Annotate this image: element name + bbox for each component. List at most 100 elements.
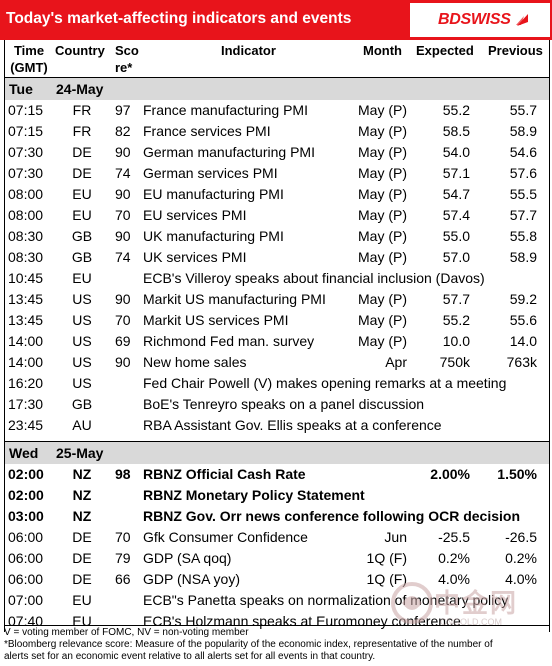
cell-indicator: German services PMI bbox=[143, 165, 278, 181]
indicator-table: Time (GMT) Country Sco re* Indicator Month… bbox=[4, 40, 550, 632]
cell-indicator: Markit US manufacturing PMI bbox=[143, 291, 326, 307]
cell-time: 08:00 bbox=[8, 207, 44, 223]
table-row: 07:30 DE 74 German services PMI May (P) 57.1 5… bbox=[5, 163, 549, 184]
cell-indicator: GDP (NSA yoy) bbox=[143, 571, 240, 587]
cell-time: 08:00 bbox=[8, 186, 44, 202]
cell-country: EU bbox=[72, 207, 92, 223]
footnote-line: V = voting member of FOMC, NV = non-voti… bbox=[4, 627, 249, 638]
cell-expected: 54.7 bbox=[442, 186, 470, 202]
cell-country: DE bbox=[72, 144, 92, 160]
cell-previous: 1.50% bbox=[497, 466, 537, 482]
cell-country: EU bbox=[72, 186, 92, 202]
cell-time: 07:30 bbox=[8, 165, 44, 181]
cell-previous: 55.7 bbox=[509, 102, 537, 118]
cell-indicator: RBNZ Gov. Orr news conference following … bbox=[143, 508, 521, 524]
cell-month: May (P) bbox=[358, 312, 407, 328]
cell-indicator: RBNZ Monetary Policy Statement bbox=[143, 487, 365, 503]
cell-time: 17:30 bbox=[8, 396, 44, 412]
cell-score: 90 bbox=[115, 144, 131, 160]
table-row: 02:00 NZ 98 RBNZ Official Cash Rate 2.00% 1.5… bbox=[5, 464, 549, 485]
cell-time: 23:45 bbox=[8, 417, 44, 433]
cell-time: 06:00 bbox=[8, 550, 44, 566]
cell-country: DE bbox=[72, 165, 92, 181]
cell-time: 10:45 bbox=[8, 270, 44, 286]
table-row: 06:00 DE 66 GDP (NSA yoy) 1Q (F) 4.0% 4.0% bbox=[5, 569, 549, 590]
cell-time: 07:30 bbox=[8, 144, 44, 160]
cell-score: 90 bbox=[115, 228, 131, 244]
cell-country: US bbox=[72, 354, 92, 370]
cell-indicator: New home sales bbox=[143, 354, 247, 370]
day-date: 24-May bbox=[56, 81, 104, 97]
cell-country: NZ bbox=[72, 508, 92, 524]
cell-country: NZ bbox=[72, 466, 92, 482]
cell-previous: 58.9 bbox=[509, 249, 537, 265]
cell-expected: 750k bbox=[439, 354, 470, 370]
cell-country: NZ bbox=[72, 487, 92, 503]
table-row: 14:00 US 90 New home sales Apr 750k 763k bbox=[5, 352, 549, 373]
cell-score: 74 bbox=[115, 165, 131, 181]
cell-score: 74 bbox=[115, 249, 131, 265]
table-row: 07:15 FR 97 France manufacturing PMI May (P)… bbox=[5, 100, 549, 121]
cell-previous: 58.9 bbox=[509, 123, 537, 139]
cell-time: 16:20 bbox=[8, 375, 44, 391]
cell-previous: 54.6 bbox=[509, 144, 537, 160]
cell-country: AU bbox=[72, 417, 92, 433]
cell-month: May (P) bbox=[358, 165, 407, 181]
day-header: Wed 25-May bbox=[5, 442, 549, 464]
table-row: 13:45 US 90 Markit US manufacturing PMI May … bbox=[5, 289, 549, 310]
cell-month: May (P) bbox=[358, 102, 407, 118]
cell-previous: 55.6 bbox=[509, 312, 537, 328]
col-indicator: Indicator bbox=[221, 43, 276, 58]
cell-country: EU bbox=[72, 270, 92, 286]
cell-indicator: UK manufacturing PMI bbox=[143, 228, 284, 244]
cell-indicator: ECB"s Panetta speaks on normalization of… bbox=[143, 592, 509, 608]
table-row: 07:00 EU ECB"s Panetta speaks on normaliza… bbox=[5, 590, 549, 611]
cell-time: 13:45 bbox=[8, 291, 44, 307]
page-title: Today's market-affecting indicators and … bbox=[6, 10, 352, 27]
cell-month: May (P) bbox=[358, 333, 407, 349]
cell-indicator: German manufacturing PMI bbox=[143, 144, 315, 160]
cell-country: DE bbox=[72, 571, 92, 587]
cell-expected: 57.1 bbox=[442, 165, 470, 181]
cell-expected: 55.2 bbox=[442, 102, 470, 118]
cell-previous: 59.2 bbox=[509, 291, 537, 307]
cell-previous: 0.2% bbox=[505, 550, 537, 566]
brand-logo: BDSWISS bbox=[410, 3, 550, 37]
cell-indicator: Richmond Fed man. survey bbox=[143, 333, 315, 349]
cell-previous: 763k bbox=[506, 354, 537, 370]
logo-text: BDSWISS bbox=[438, 11, 511, 28]
cell-month: May (P) bbox=[358, 186, 407, 202]
cell-expected: 4.0% bbox=[438, 571, 470, 587]
report-header: Today's market-affecting indicators and … bbox=[0, 0, 552, 40]
cell-previous: 55.8 bbox=[509, 228, 537, 244]
table-row: 17:30 GB BoE's Tenreyro speaks on a panel … bbox=[5, 394, 549, 415]
col-country: Country bbox=[55, 43, 105, 58]
cell-indicator: France manufacturing PMI bbox=[143, 102, 308, 118]
cell-indicator: ECB's Villeroy speaks about financial in… bbox=[143, 270, 485, 286]
cell-country: GB bbox=[71, 249, 93, 265]
cell-indicator: EU services PMI bbox=[143, 207, 247, 223]
table-row: 13:45 US 70 Markit US services PMI May (P) 55… bbox=[5, 310, 549, 331]
cell-month: May (P) bbox=[358, 123, 407, 139]
cell-score: 90 bbox=[115, 186, 131, 202]
cell-country: FR bbox=[72, 123, 92, 139]
day-date: 25-May bbox=[56, 445, 104, 461]
cell-country: GB bbox=[71, 228, 93, 244]
cell-time: 06:00 bbox=[8, 529, 44, 545]
cell-country: EU bbox=[72, 592, 92, 608]
cell-score: 79 bbox=[115, 550, 131, 566]
table-row: 10:45 EU ECB's Villeroy speaks about finan… bbox=[5, 268, 549, 289]
cell-time: 02:00 bbox=[8, 466, 44, 482]
table-row: 23:45 AU RBA Assistant Gov. Ellis speaks a… bbox=[5, 415, 549, 436]
cell-previous: 4.0% bbox=[505, 571, 537, 587]
cell-expected: 55.0 bbox=[442, 228, 470, 244]
cell-score: 90 bbox=[115, 291, 131, 307]
footnote-line: *Bloomberg relevance score: Measure of t… bbox=[4, 639, 493, 650]
table-row: 06:00 DE 79 GDP (SA qoq) 1Q (F) 0.2% 0.2% bbox=[5, 548, 549, 569]
cell-country: GB bbox=[71, 396, 93, 412]
col-month: Month bbox=[363, 43, 402, 58]
cell-indicator: EU manufacturing PMI bbox=[143, 186, 284, 202]
cell-country: US bbox=[72, 291, 92, 307]
cell-month: Jun bbox=[384, 529, 407, 545]
cell-previous: 57.6 bbox=[509, 165, 537, 181]
